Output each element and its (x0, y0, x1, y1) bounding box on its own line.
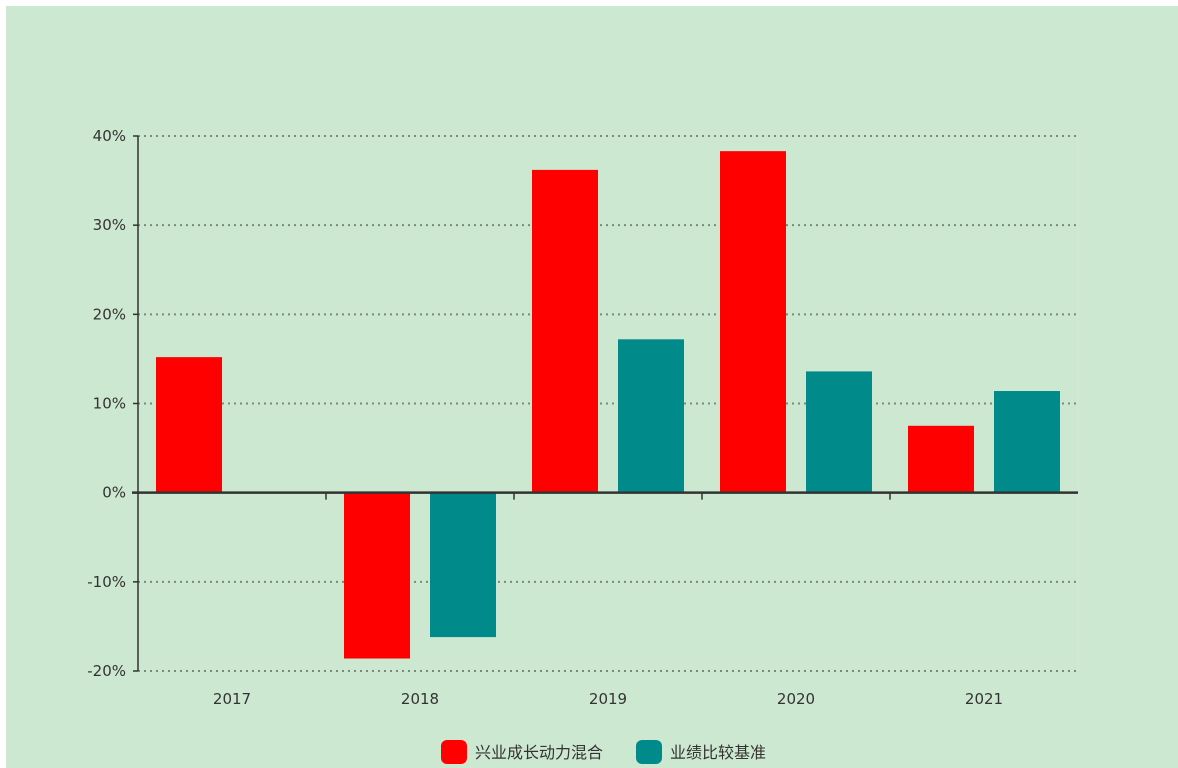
y-axis-ticks: 40% 30% 20% 10% 0% -10% -20% (87, 127, 126, 680)
x-tick-label: 2019 (589, 690, 627, 708)
bar-2021-series-1 (994, 391, 1060, 493)
legend-swatch-1 (636, 740, 662, 764)
legend: 兴业成长动力混合 业绩比较基准 (441, 740, 766, 764)
bar-2020-series-1 (806, 371, 872, 493)
y-tick-label: 20% (93, 305, 126, 323)
legend-label-0: 兴业成长动力混合 (475, 743, 603, 762)
x-tick-label: 2020 (777, 690, 815, 708)
legend-label-1: 业绩比较基准 (670, 743, 766, 762)
y-tick-label: -10% (87, 573, 126, 591)
y-tick-label: 0% (102, 484, 126, 502)
x-tick-label: 2017 (213, 690, 251, 708)
x-tick-label: 2021 (965, 690, 1003, 708)
bar-2018-series-1 (430, 492, 496, 638)
bar-2019-series-0 (532, 169, 598, 493)
axes (132, 135, 1078, 672)
y-tick-label: 10% (93, 395, 126, 413)
x-tick-label: 2018 (401, 690, 439, 708)
bar-2021-series-0 (908, 425, 974, 493)
bar-2020-series-0 (720, 151, 786, 493)
bar-2019-series-1 (618, 339, 684, 493)
bars (156, 151, 1060, 659)
gridlines (138, 135, 1079, 672)
y-tick-label: 30% (93, 216, 126, 234)
y-tick-label: -20% (87, 662, 126, 680)
bar-2018-series-0 (344, 492, 410, 659)
x-axis-ticks: 2017 2018 2019 2020 2021 (213, 690, 1003, 708)
y-tick-label: 40% (93, 127, 126, 145)
bar-2017-series-0 (156, 357, 222, 493)
legend-swatch-0 (441, 740, 467, 764)
